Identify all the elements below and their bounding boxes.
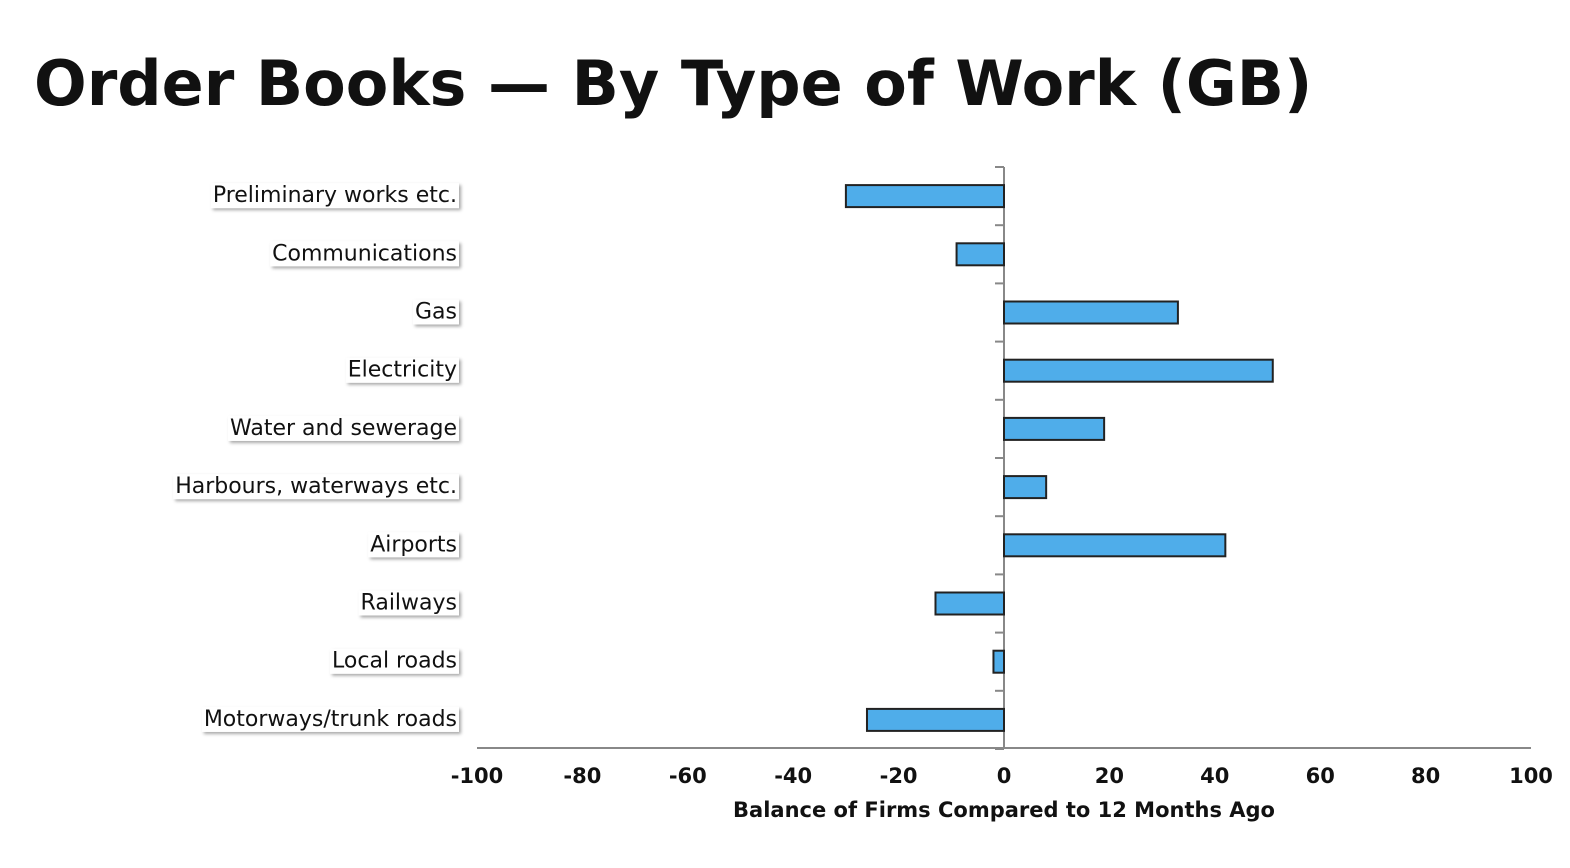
x-tick-label: -40 <box>774 764 812 788</box>
x-tick-label: 60 <box>1306 764 1335 788</box>
y-tick-label: Preliminary works etc. <box>213 183 457 208</box>
x-tick-label: 0 <box>997 764 1012 788</box>
category-label-group: Electricity <box>345 357 459 383</box>
x-axis-title: Balance of Firms Compared to 12 Months A… <box>733 798 1275 822</box>
label-box <box>368 532 459 558</box>
bar <box>934 591 1005 616</box>
x-tick-label: -20 <box>880 764 918 788</box>
bar <box>1003 300 1179 325</box>
y-tick-label: Gas <box>415 300 457 325</box>
x-tick-label: -60 <box>669 764 707 788</box>
x-tick-label: 80 <box>1411 764 1440 788</box>
x-tick-label: -80 <box>563 764 601 788</box>
x-tick-label: 40 <box>1200 764 1229 788</box>
category-label-group: Gas <box>413 299 459 325</box>
bar <box>844 184 1006 209</box>
label-box <box>201 706 459 732</box>
category-label-group: Preliminary works etc. <box>210 183 459 209</box>
bar <box>1003 416 1106 441</box>
label-box <box>358 590 459 616</box>
category-label-group: Airports <box>368 532 459 558</box>
y-tick-label: Airports <box>370 532 457 557</box>
x-tick-label: -100 <box>451 764 504 788</box>
category-label-group: Harbours, waterways etc. <box>173 474 459 500</box>
label-box <box>270 241 459 267</box>
category-label-group: Railways <box>358 590 459 616</box>
bar <box>865 707 1005 732</box>
y-tick-label: Electricity <box>348 358 457 383</box>
label-box <box>413 299 459 325</box>
bar <box>1003 533 1227 558</box>
category-label-group: Motorways/trunk roads <box>201 706 459 732</box>
x-tick-label: 20 <box>1095 764 1124 788</box>
category-label-group: Local roads <box>330 648 459 674</box>
label-box <box>228 415 459 441</box>
y-tick-label: Motorways/trunk roads <box>204 707 457 732</box>
y-tick-label: Water and sewerage <box>230 416 457 441</box>
bar <box>992 649 1006 674</box>
chart-title: Order Books — By Type of Work (GB) <box>34 47 1312 120</box>
y-tick-label: Local roads <box>332 649 457 674</box>
bar <box>955 242 1006 267</box>
label-box <box>173 474 459 500</box>
label-box <box>210 183 459 209</box>
bar <box>1003 358 1274 383</box>
label-box <box>345 357 459 383</box>
x-tick-label: 100 <box>1509 764 1553 788</box>
category-label-group: Water and sewerage <box>228 415 459 441</box>
y-tick-label: Harbours, waterways etc. <box>175 474 457 499</box>
y-tick-label: Communications <box>272 241 457 266</box>
label-box <box>330 648 459 674</box>
category-label-group: Communications <box>270 241 459 267</box>
bar <box>1003 475 1048 500</box>
y-tick-label: Railways <box>361 591 457 616</box>
